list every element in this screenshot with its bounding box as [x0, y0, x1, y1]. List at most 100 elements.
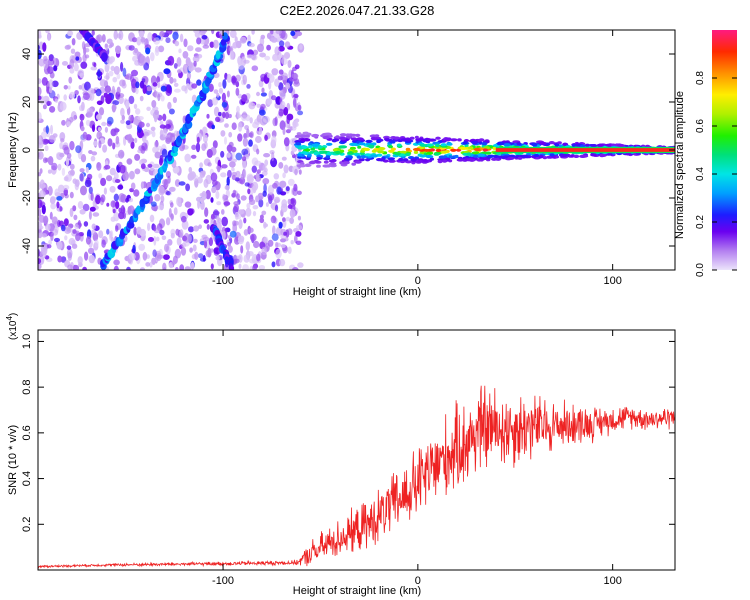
- spectrogram-noise-cell: [63, 85, 68, 90]
- spectrogram-noise-cell: [203, 219, 209, 224]
- spectrogram-noise-cell: [218, 87, 224, 94]
- spectrogram-carrier-cell: [466, 158, 474, 162]
- spectrogram-noise-cell: [279, 180, 287, 188]
- spectrogram-noise-cell: [267, 192, 275, 201]
- spectrogram-noise-cell: [153, 37, 161, 45]
- spectrogram-noise-cell: [116, 73, 121, 80]
- spectrogram-noise-cell: [50, 232, 54, 242]
- spectrogram-noise-cell: [280, 238, 286, 243]
- spectrogram-noise-cell: [273, 173, 280, 180]
- spectrogram-noise-cell: [270, 203, 274, 209]
- spectrogram-noise-cell: [217, 165, 221, 173]
- spectrogram-noise-cell: [157, 204, 164, 211]
- spectrogram-noise-cell: [237, 133, 243, 142]
- spectrogram-noise-cell: [248, 139, 253, 147]
- spectrogram-noise-cell: [231, 122, 237, 130]
- spectrogram-noise-cell: [240, 195, 247, 201]
- spectrogram-carrier-cell: [433, 152, 440, 156]
- spectrogram-carrier-cell: [394, 152, 402, 156]
- spectrogram-noise-cell: [233, 258, 240, 264]
- spectrogram-noise-cell: [221, 92, 226, 103]
- spectrogram-noise-cell: [292, 97, 297, 108]
- spectrogram-carrier-core: [495, 148, 675, 152]
- spectrogram-carrier-cell: [323, 160, 329, 164]
- spectrogram-noise-cell: [283, 231, 287, 236]
- spectrogram-noise-cell: [264, 134, 268, 141]
- spectrogram-noise-cell: [181, 242, 187, 248]
- spectrogram-noise-cell: [211, 124, 215, 130]
- spectrogram-noise-cell: [298, 169, 302, 175]
- spectrogram-noise-cell: [239, 177, 246, 185]
- spectrogram-noise-cell: [263, 153, 271, 158]
- spectrogram-noise-cell: [51, 162, 58, 171]
- spectrogram-noise-cell: [246, 173, 254, 181]
- spectrogram-noise-cell: [275, 30, 283, 35]
- spectrogram-noise-cell: [271, 135, 277, 145]
- spectrogram-carrier-cell: [305, 163, 311, 167]
- spectrogram-noise-cell: [256, 148, 260, 155]
- spectrogram-noise-cell: [154, 109, 160, 115]
- spectrogram-carrier-cell: [387, 157, 396, 161]
- spectrogram-noise-cell: [90, 155, 96, 162]
- spectrogram-carrier-cell: [377, 150, 385, 154]
- spectrogram-noise-cell: [38, 208, 42, 217]
- spectrogram-noise-cell: [296, 190, 302, 195]
- spectrogram-noise-cell: [270, 215, 277, 224]
- spectrogram-noise-cell: [173, 82, 179, 87]
- spectrogram-noise-cell: [197, 31, 201, 38]
- spectrogram-carrier-cell: [414, 135, 419, 139]
- spectrogram-noise-cell: [49, 196, 56, 205]
- spectrogram-noise-cell: [160, 195, 165, 203]
- spectrogram-noise-cell: [57, 184, 65, 193]
- spectrogram-noise-cell: [256, 253, 261, 262]
- spectrogram-noise-cell: [88, 87, 95, 95]
- spectrogram-noise-cell: [274, 204, 279, 212]
- spectrogram-noise-cell: [165, 30, 173, 35]
- spectrogram-noise-cell: [41, 204, 46, 215]
- spectrogram-carrier-cell: [405, 152, 411, 157]
- spectrogram-noise-cell: [93, 140, 98, 147]
- spectrogram-noise-cell: [208, 237, 213, 247]
- spectrogram-carrier-cell: [318, 145, 323, 149]
- spectrogram-noise-cell: [264, 55, 271, 61]
- spectrogram-noise-cell: [272, 53, 279, 62]
- spectrogram-noise-cell: [43, 215, 49, 225]
- spectrogram-noise-cell: [147, 163, 153, 168]
- spectrogram-noise-cell: [165, 86, 172, 97]
- spectrogram-noise-cell: [42, 42, 47, 52]
- spectrogram-noise-cell: [157, 145, 162, 151]
- spectrogram-noise-cell: [272, 225, 276, 235]
- spectrogram-noise-cell: [69, 91, 76, 99]
- spectrogram-noise-cell: [278, 162, 284, 169]
- spectrogram-noise-cell: [159, 124, 166, 129]
- spectrogram-noise-cell: [149, 261, 153, 268]
- spectrogram-noise-cell: [226, 176, 230, 186]
- spectrogram-noise-cell: [238, 219, 243, 230]
- spectrogram-carrier-cell: [520, 154, 529, 158]
- spectrogram-noise-cell: [222, 230, 226, 240]
- spectrogram-noise-cell: [287, 178, 295, 186]
- spectrogram-noise-cell: [139, 80, 145, 89]
- spectrogram-noise-cell: [85, 236, 92, 245]
- spectrogram-carrier-cell: [389, 140, 395, 144]
- spectrogram-noise-cell: [178, 48, 182, 54]
- spectrogram-noise-cell: [260, 103, 266, 110]
- spectrogram-noise-cell: [255, 172, 260, 181]
- spectrogram-noise-cell: [113, 65, 120, 75]
- spectrogram-noise-cell: [102, 144, 108, 153]
- spectrogram-noise-cell: [202, 134, 208, 143]
- spectrogram-noise-cell: [228, 131, 233, 138]
- spectrogram-noise-cell: [125, 197, 129, 203]
- spectrogram-noise-cell: [278, 108, 284, 117]
- spectrogram-noise-cell: [65, 156, 70, 167]
- spectrogram-noise-cell: [222, 193, 226, 202]
- spectrogram-noise-cell: [203, 239, 208, 249]
- spectrogram-carrier-cell: [500, 141, 505, 146]
- spectrogram-noise-cell: [68, 116, 74, 123]
- spectrogram-noise-cell: [130, 141, 135, 149]
- spectrogram-carrier-cell: [573, 154, 579, 158]
- spectrogram-noise-cell: [75, 233, 81, 242]
- spectrogram-carrier-cell: [429, 148, 435, 152]
- spectrogram-noise-cell: [285, 216, 291, 222]
- spectrogram-noise-cell: [231, 167, 235, 172]
